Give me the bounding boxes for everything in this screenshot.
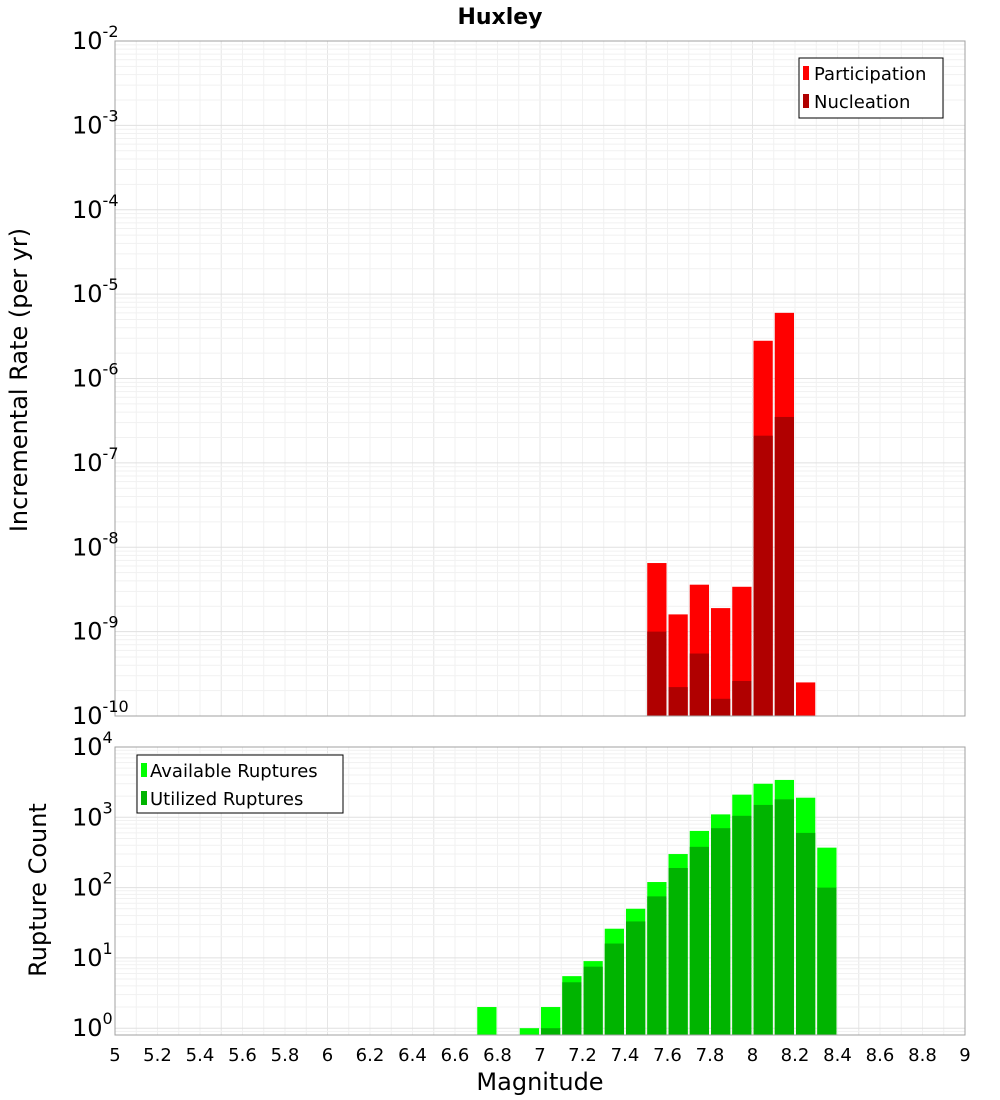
legend-label-participation: Participation [814, 64, 926, 85]
bar-utilized-ruptures [774, 799, 794, 1035]
bar-nucleation [647, 631, 667, 716]
bar-utilized-ruptures [647, 896, 667, 1035]
bar-utilized-ruptures [541, 1028, 561, 1035]
x-tick-label: 6.6 [441, 1045, 470, 1066]
legend-swatch-nucleation [803, 94, 809, 108]
count-plot-frame [114, 746, 966, 1036]
bar-utilized-ruptures [689, 846, 709, 1035]
x-tick-label: 5.8 [271, 1045, 300, 1066]
count-panel: 100 101 102 103 104 5 5.2 5.4 5.6 5.8 6 6.2 6.4 6.6 6… [24, 728, 971, 1096]
bar-nucleation [732, 680, 752, 716]
x-tick-label: 6 [322, 1045, 333, 1066]
rate-y-axis-label: Incremental Rate (per yr) [5, 228, 33, 532]
legend-label-available: Available Ruptures [150, 761, 318, 782]
bar-utilized-ruptures [562, 982, 582, 1035]
x-tick-label: 5.6 [228, 1045, 257, 1066]
y-tick-label: 10-9 [72, 613, 119, 646]
bar-utilized-ruptures [583, 966, 603, 1035]
x-tick-label: 9 [959, 1045, 970, 1066]
bar-nucleation [753, 435, 773, 716]
y-tick-label: 10-4 [72, 191, 119, 224]
x-tick-label: 7.6 [653, 1045, 682, 1066]
legend-label-utilized: Utilized Ruptures [150, 789, 303, 810]
count-legend-box [136, 754, 344, 814]
y-tick-label: 10-2 [72, 22, 119, 55]
bar-utilized-ruptures [711, 828, 731, 1035]
legend-swatch-utilized [141, 791, 147, 805]
y-tick-label: 10-6 [72, 360, 119, 393]
bar-utilized-ruptures [604, 943, 624, 1035]
x-tick-label: 8.8 [908, 1045, 937, 1066]
x-tick-label: 8 [747, 1045, 758, 1066]
x-tick-label: 8.2 [781, 1045, 810, 1066]
rate-panel: 10-10 10-9 10-8 10-7 10-6 10-5 10-4 10-3 10-2 In… [5, 22, 966, 730]
y-tick-label: 100 [72, 1009, 113, 1042]
legend-swatch-available [141, 763, 147, 777]
x-tick-label: 8.6 [866, 1045, 895, 1066]
x-tick-label: 7.8 [696, 1045, 725, 1066]
bar-nucleation [689, 653, 709, 716]
x-tick-label: 6.4 [398, 1045, 427, 1066]
x-tick-label: 7.2 [568, 1045, 597, 1066]
bar-available-ruptures [477, 1007, 497, 1035]
bar-nucleation [668, 687, 688, 716]
x-tick-label: 5.4 [186, 1045, 215, 1066]
x-tick-label: 5 [109, 1045, 120, 1066]
x-tick-label: 5.2 [143, 1045, 172, 1066]
bar-utilized-ruptures [626, 921, 646, 1035]
rate-legend: Participation Nucleation [798, 57, 944, 119]
x-tick-label: 7 [534, 1045, 545, 1066]
y-tick-label: 102 [72, 869, 113, 902]
bar-participation [796, 682, 816, 716]
y-tick-label: 10-10 [72, 697, 129, 730]
bar-available-ruptures [519, 1028, 539, 1035]
x-tick-label: 6.8 [483, 1045, 512, 1066]
count-y-axis-label: Rupture Count [24, 803, 52, 977]
bar-participation [711, 608, 731, 716]
rate-legend-box [798, 57, 944, 119]
rate-y-ticks: 10-10 10-9 10-8 10-7 10-6 10-5 10-4 10-3 10-2 [72, 22, 129, 730]
rate-gridlines [114, 40, 966, 717]
x-tick-label: 8.4 [823, 1045, 852, 1066]
bar-nucleation [711, 698, 731, 716]
chart-title: Huxley [457, 5, 542, 30]
x-axis-label: Magnitude [476, 1068, 603, 1096]
bar-nucleation [774, 416, 794, 716]
y-tick-label: 101 [72, 939, 113, 972]
y-tick-label: 10-7 [72, 444, 119, 477]
y-tick-label: 103 [72, 798, 113, 831]
bar-utilized-ruptures [668, 867, 688, 1035]
legend-swatch-participation [803, 66, 809, 80]
bar-utilized-ruptures [817, 887, 837, 1035]
y-tick-label: 10-8 [72, 528, 119, 561]
count-y-ticks: 100 101 102 103 104 [72, 728, 113, 1042]
rate-plot-frame [114, 40, 966, 717]
legend-label-nucleation: Nucleation [814, 92, 910, 113]
count-legend: Available Ruptures Utilized Ruptures [136, 754, 344, 814]
x-ticks: 5 5.2 5.4 5.6 5.8 6 6.2 6.4 6.6 6.8 7 7.2 7.4 7.6 7.8 8… [109, 1045, 970, 1066]
bar-utilized-ruptures [753, 804, 773, 1035]
y-tick-label: 10-5 [72, 275, 119, 308]
count-bars [477, 779, 837, 1035]
bar-utilized-ruptures [732, 815, 752, 1035]
x-tick-label: 6.2 [356, 1045, 385, 1066]
y-tick-label: 10-3 [72, 106, 119, 139]
x-tick-label: 7.4 [611, 1045, 640, 1066]
y-tick-label: 104 [72, 728, 113, 761]
rate-bars [647, 312, 816, 716]
bar-utilized-ruptures [796, 832, 816, 1035]
bar-available-ruptures [541, 1007, 561, 1035]
